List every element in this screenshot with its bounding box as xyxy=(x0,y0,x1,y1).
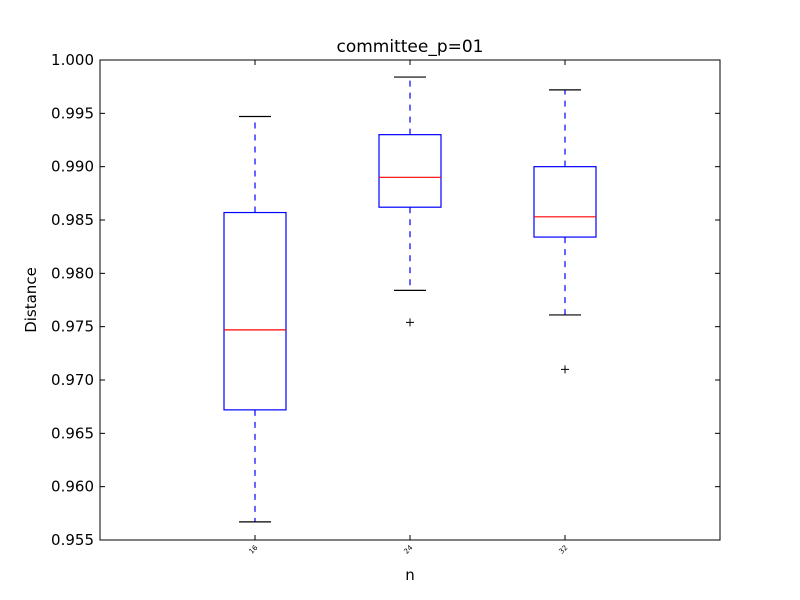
y-tick-label: 0.995 xyxy=(51,104,94,122)
outlier-marker xyxy=(406,318,414,327)
x-tick-label: 32 xyxy=(557,544,569,556)
y-tick-label: 0.990 xyxy=(51,158,94,176)
y-tick-label: 0.975 xyxy=(51,318,94,336)
axes-frame xyxy=(99,59,721,541)
box-iqr xyxy=(378,134,442,208)
outlier-marker xyxy=(561,365,569,374)
box-iqr xyxy=(533,166,597,238)
y-tick-label: 0.955 xyxy=(51,531,94,549)
y-tick-label: 1.000 xyxy=(51,51,94,69)
y-axis-label: Distance xyxy=(22,267,40,333)
plot-area: 0.955 0.960 0.965 0.970 0.975 0.980 0.985 0.990… xyxy=(51,51,720,556)
y-tick-label: 0.980 xyxy=(51,264,94,282)
y-tick-label: 0.965 xyxy=(51,424,94,442)
y-tick-label: 0.970 xyxy=(51,371,94,389)
y-tick-label: 0.960 xyxy=(51,478,94,496)
chart-title: committee_p=01 xyxy=(336,37,483,57)
box-iqr xyxy=(223,211,287,411)
x-axis-label: n xyxy=(405,566,415,584)
y-tick-label: 0.985 xyxy=(51,211,94,229)
